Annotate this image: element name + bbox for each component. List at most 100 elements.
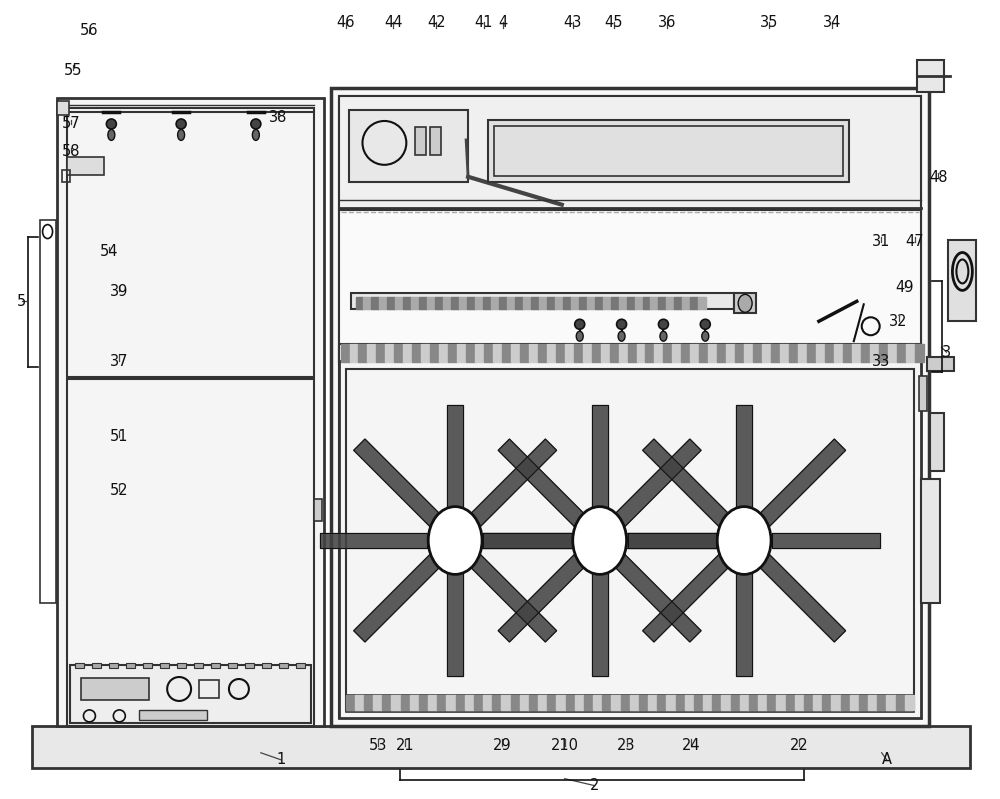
Polygon shape: [648, 695, 657, 710]
Polygon shape: [483, 533, 591, 548]
Polygon shape: [547, 344, 556, 362]
Text: 23: 23: [617, 738, 636, 753]
Bar: [67, 157, 104, 175]
Text: 57: 57: [62, 117, 81, 132]
Polygon shape: [758, 555, 846, 642]
Polygon shape: [630, 695, 639, 710]
Ellipse shape: [108, 129, 115, 141]
Ellipse shape: [428, 507, 482, 574]
Polygon shape: [515, 297, 523, 309]
Polygon shape: [859, 695, 868, 710]
Polygon shape: [410, 695, 419, 710]
Polygon shape: [717, 344, 726, 362]
Polygon shape: [877, 695, 886, 710]
Polygon shape: [547, 695, 556, 710]
Polygon shape: [447, 405, 463, 513]
Polygon shape: [356, 297, 363, 309]
Bar: [734, 293, 756, 313]
Polygon shape: [451, 297, 459, 309]
Polygon shape: [555, 297, 563, 309]
Polygon shape: [446, 695, 456, 710]
Polygon shape: [698, 297, 706, 309]
Polygon shape: [346, 695, 355, 710]
Polygon shape: [896, 695, 905, 710]
Polygon shape: [852, 344, 861, 362]
Polygon shape: [690, 344, 699, 362]
Polygon shape: [498, 555, 586, 642]
Text: 37: 37: [110, 354, 129, 368]
Polygon shape: [666, 297, 674, 309]
Text: 42: 42: [427, 15, 446, 30]
Polygon shape: [373, 695, 382, 710]
Text: 32: 32: [889, 314, 908, 328]
Polygon shape: [831, 695, 841, 710]
Circle shape: [617, 320, 627, 329]
Polygon shape: [780, 344, 789, 362]
Polygon shape: [694, 695, 703, 710]
Polygon shape: [593, 695, 602, 710]
Polygon shape: [610, 344, 619, 362]
Polygon shape: [391, 695, 401, 710]
Circle shape: [106, 119, 116, 129]
Polygon shape: [825, 344, 834, 362]
Bar: [339, 344, 921, 364]
Text: 51: 51: [110, 429, 129, 444]
Bar: [930, 413, 944, 471]
Polygon shape: [439, 344, 448, 362]
Polygon shape: [822, 695, 831, 710]
Polygon shape: [789, 344, 798, 362]
Polygon shape: [740, 695, 749, 710]
Polygon shape: [379, 297, 387, 309]
Polygon shape: [672, 344, 681, 362]
Bar: [927, 357, 954, 371]
Polygon shape: [475, 344, 484, 362]
Bar: [430, 127, 441, 155]
Polygon shape: [731, 695, 740, 710]
Polygon shape: [879, 344, 888, 362]
Bar: [70, 665, 311, 723]
Polygon shape: [401, 695, 410, 710]
Bar: [92, 663, 101, 668]
Polygon shape: [816, 344, 825, 362]
Bar: [67, 379, 314, 725]
Polygon shape: [412, 344, 421, 362]
Bar: [32, 725, 970, 768]
Text: 55: 55: [64, 62, 83, 78]
Polygon shape: [579, 297, 587, 309]
Bar: [331, 88, 929, 725]
Polygon shape: [592, 344, 601, 362]
Polygon shape: [619, 344, 628, 362]
Text: 58: 58: [62, 145, 81, 159]
Polygon shape: [628, 533, 735, 548]
Text: 44: 44: [384, 15, 403, 30]
Bar: [177, 663, 186, 668]
Polygon shape: [466, 344, 475, 362]
Polygon shape: [475, 297, 483, 309]
Bar: [919, 376, 927, 411]
Polygon shape: [776, 695, 786, 710]
Polygon shape: [538, 344, 547, 362]
Polygon shape: [804, 695, 813, 710]
Polygon shape: [499, 297, 507, 309]
Bar: [75, 663, 84, 668]
Polygon shape: [798, 344, 807, 362]
Polygon shape: [531, 297, 539, 309]
Polygon shape: [643, 439, 730, 527]
Polygon shape: [915, 344, 924, 362]
Polygon shape: [611, 695, 621, 710]
Polygon shape: [354, 555, 441, 642]
Polygon shape: [807, 344, 816, 362]
Polygon shape: [614, 439, 701, 527]
Polygon shape: [627, 297, 635, 309]
Polygon shape: [690, 297, 698, 309]
Bar: [57, 101, 69, 115]
Polygon shape: [771, 344, 780, 362]
Polygon shape: [601, 344, 610, 362]
Polygon shape: [529, 695, 538, 710]
Polygon shape: [483, 695, 492, 710]
Polygon shape: [650, 297, 658, 309]
Polygon shape: [592, 405, 608, 513]
Polygon shape: [674, 297, 682, 309]
Polygon shape: [609, 533, 716, 548]
Polygon shape: [574, 344, 583, 362]
